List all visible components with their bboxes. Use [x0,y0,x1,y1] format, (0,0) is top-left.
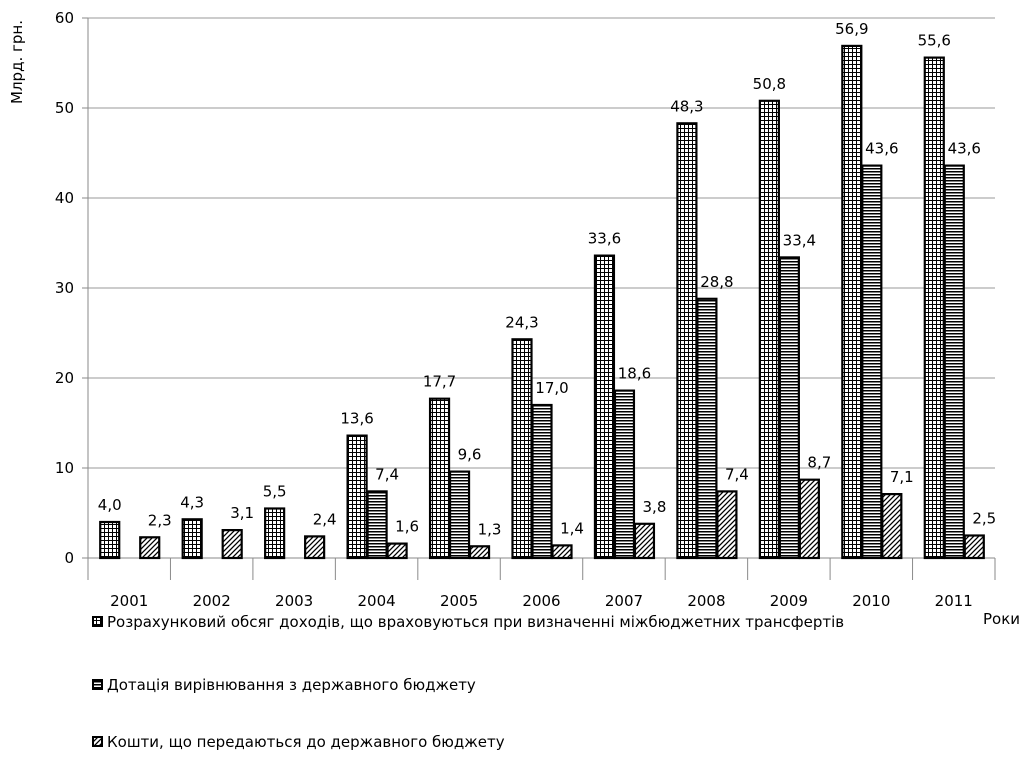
bar-series1-2011 [923,56,945,560]
data-label: 4,3 [180,493,204,511]
y-tick-label: 60 [55,9,74,27]
legend-label: Дотація вирівнювання з державного бюджет… [107,676,476,694]
bar-series1-2005 [428,397,451,560]
legend-swatch-diagonal [92,736,103,747]
data-label: 7,4 [725,465,749,483]
data-label: 9,6 [458,446,482,464]
data-label: 8,7 [807,454,831,472]
y-tick-label: 0 [64,549,74,567]
bar-series2-2007 [613,389,636,560]
x-tick-label: 2005 [440,592,478,610]
data-label: 7,1 [890,468,914,486]
bar-series3-2007 [633,522,656,560]
bar-series2-2004 [366,490,388,560]
data-label: 1,4 [560,519,584,537]
data-label: 3,8 [643,498,667,516]
data-label: 17,0 [535,379,568,397]
bar-series2-2005 [448,470,471,560]
bar-series2-2009 [778,256,800,560]
data-label: 17,7 [423,373,456,391]
data-label: 3,1 [230,504,254,522]
data-label: 2,3 [148,511,172,529]
data-label: 13,6 [340,410,373,428]
y-axis-title: Млрд. грн. [8,20,26,104]
x-tick-label: 2002 [193,592,231,610]
x-tick-label: 2001 [110,592,148,610]
bar-series1-2002 [181,518,203,560]
data-label: 28,8 [700,273,733,291]
bar-series3-2003 [304,535,326,560]
data-label: 7,4 [375,465,399,483]
bar-series3-2011 [963,534,985,560]
data-label: 1,6 [395,518,419,536]
x-tick-label: 2004 [357,592,395,610]
bar-series1-2001 [99,520,121,560]
data-label: 1,3 [478,520,502,538]
x-tick-label: 2009 [770,592,808,610]
bar-series2-2008 [696,297,718,560]
data-label: 50,8 [753,75,786,93]
x-tick-label: 2006 [522,592,560,610]
data-label: 56,9 [835,20,868,38]
data-labels: 4,0 4,3 5,5 13,6 17,7 24,3 33,6 48,3 50,8 56,9 55,… [98,20,996,538]
data-label: 24,3 [505,313,538,331]
x-tick-label: 2011 [935,592,973,610]
bar-series1-2008 [676,122,698,560]
data-label: 2,4 [313,510,337,528]
bar-series3-2008 [716,490,738,560]
bar-series3-2005 [468,545,491,560]
data-label: 48,3 [670,97,703,115]
legend: Розрахунковий обсяг доходів, що враховую… [92,613,844,751]
bars [99,44,985,560]
x-tick-label: 2003 [275,592,313,610]
bar-series3-2002 [221,528,243,560]
data-label: 33,4 [783,231,816,249]
y-tick-label: 20 [55,369,74,387]
bar-series1-2004 [346,434,368,560]
data-label: 2,5 [972,510,996,528]
bar-series3-2001 [139,536,161,560]
x-tick-label: 2010 [852,592,890,610]
bar-series3-2006 [551,544,573,560]
bar-series3-2009 [798,478,820,560]
legend-label: Кошти, що передаються до державного бюдж… [107,733,505,751]
data-label: 4,0 [98,496,122,514]
legend-swatch-horizontal [92,679,103,690]
x-axis-title: Роки [983,610,1020,628]
bar-series1-2003 [264,507,286,560]
bar-series1-2006 [511,338,533,560]
bar-series2-2010 [861,164,883,560]
bar-series1-2007 [593,254,616,560]
x-tick-label: 2008 [687,592,725,610]
legend-swatch-grid [92,616,103,627]
data-label: 5,5 [263,483,287,501]
bar-series2-2011 [943,164,965,560]
y-tick-label: 40 [55,189,74,207]
bar-series1-2010 [841,44,863,560]
y-tick-label: 30 [55,279,74,297]
data-label: 43,6 [865,140,898,158]
data-label: 55,6 [918,32,951,50]
y-tick-label: 50 [55,99,74,117]
data-label: 33,6 [588,230,621,248]
data-label: 18,6 [618,365,651,383]
bar-series3-2010 [881,493,903,560]
data-label: 43,6 [948,140,981,158]
bar-series1-2009 [758,99,780,560]
y-tick-label: 10 [55,459,74,477]
x-tick-label: 2007 [605,592,643,610]
bar-series3-2004 [386,542,408,560]
bar-series2-2006 [531,403,553,560]
legend-label: Розрахунковий обсяг доходів, що враховую… [107,613,844,631]
